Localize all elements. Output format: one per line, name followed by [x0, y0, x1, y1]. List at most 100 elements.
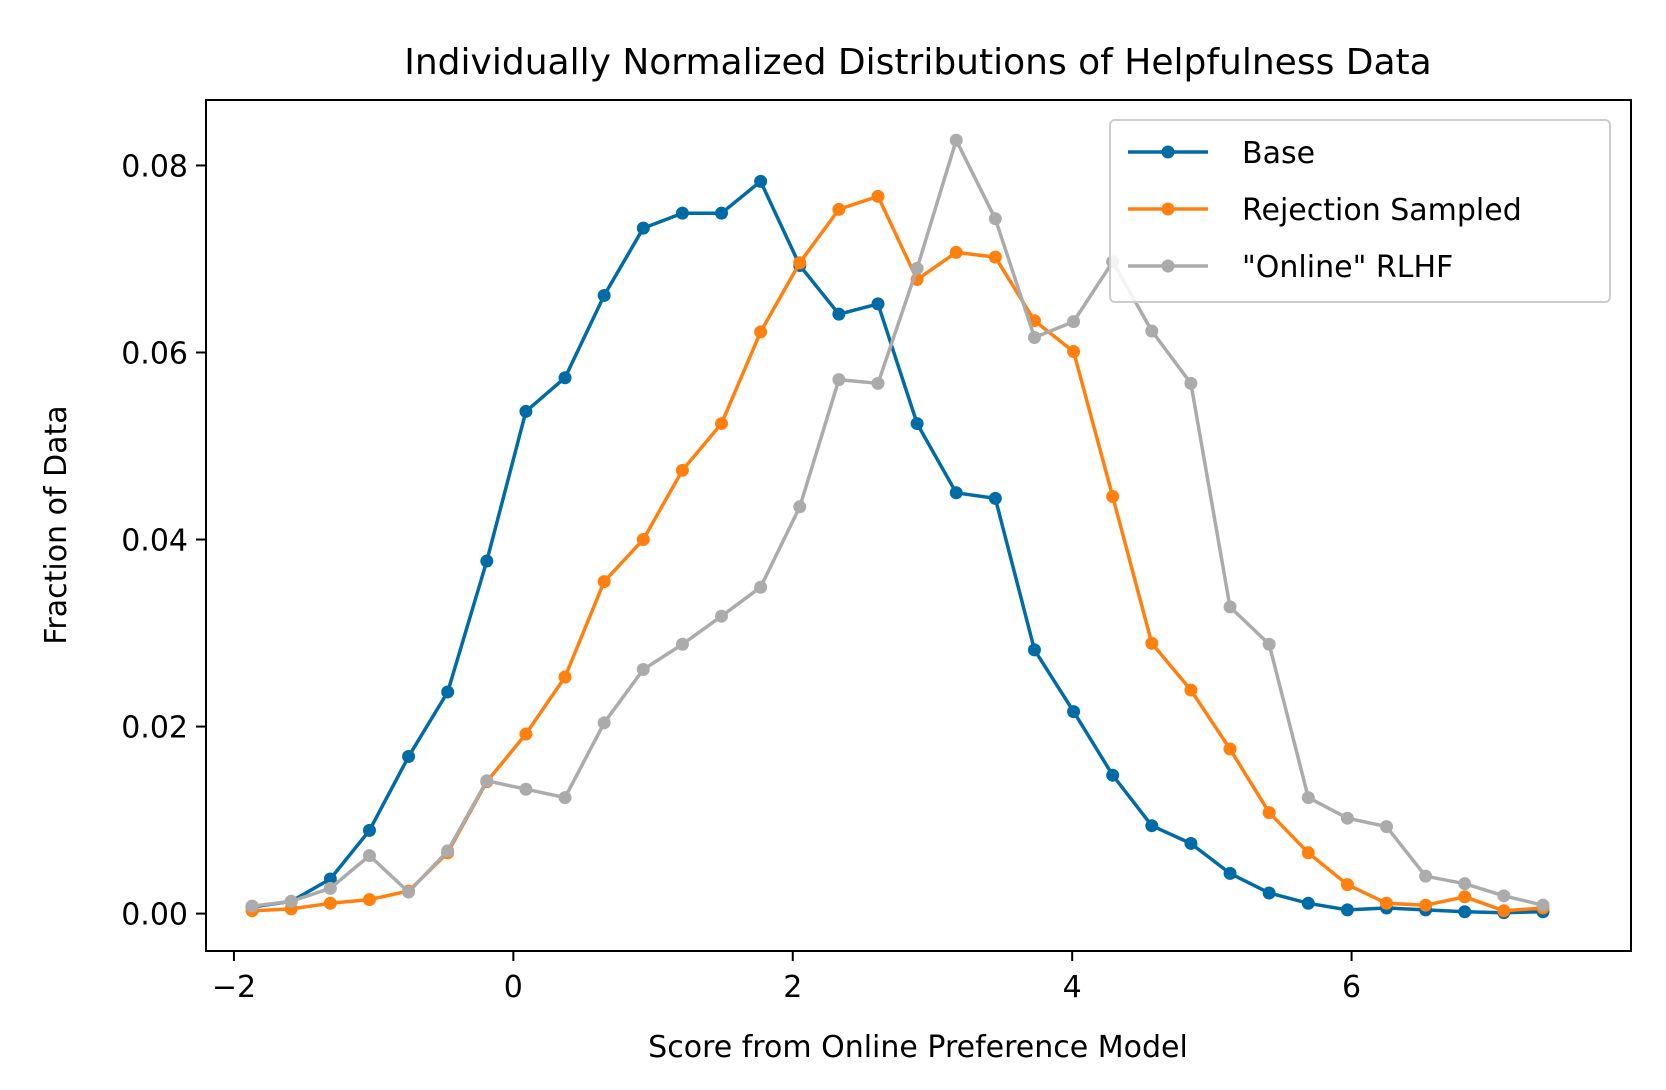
data-point [558, 371, 572, 385]
data-point [597, 575, 611, 589]
legend-items: Base Rejection Sampled "Online" RLHF [1128, 136, 1522, 285]
data-point [636, 663, 650, 677]
data-point [949, 245, 963, 259]
data-point [1106, 768, 1120, 782]
data-point [675, 463, 689, 477]
data-point [1458, 877, 1472, 891]
data-point [793, 500, 807, 514]
data-point [441, 685, 455, 699]
data-point [519, 404, 533, 418]
data-point [871, 297, 885, 311]
data-point [910, 417, 924, 431]
y-tick-label: 0.08 [121, 149, 188, 184]
data-point [675, 637, 689, 651]
data-point [1223, 600, 1237, 614]
data-point [1536, 898, 1550, 912]
data-point [558, 791, 572, 805]
data-point [480, 774, 494, 788]
data-point [832, 307, 846, 321]
y-axis-label: Fraction of Data [39, 405, 74, 644]
data-point [832, 373, 846, 387]
data-point [715, 417, 729, 431]
data-point [949, 133, 963, 147]
legend-label: Rejection Sampled [1242, 193, 1522, 228]
data-point [362, 893, 376, 907]
series-line [251, 179, 1544, 915]
y-tick-label: 0.04 [121, 524, 188, 559]
y-tick-label: 0.06 [121, 336, 188, 371]
legend-swatch-marker [1161, 202, 1175, 216]
legend: Base Rejection Sampled "Online" RLHF [1109, 119, 1611, 303]
legend-swatch-marker [1161, 259, 1175, 273]
data-point [558, 670, 572, 684]
data-point [402, 885, 416, 899]
legend-label: Base [1242, 136, 1315, 171]
data-point [754, 174, 768, 188]
data-point [1419, 898, 1433, 912]
data-point [636, 533, 650, 547]
data-point [323, 872, 337, 886]
data-point [1419, 869, 1433, 883]
data-point [1067, 345, 1081, 359]
x-tick-label: 2 [783, 970, 802, 1005]
data-point [675, 206, 689, 220]
series-layer [245, 133, 1550, 920]
data-point [1340, 811, 1354, 825]
data-point [1223, 742, 1237, 756]
data-point [323, 881, 337, 895]
data-point [245, 899, 259, 913]
data-point [1262, 637, 1276, 651]
data-point [1340, 878, 1354, 892]
x-axis: −2 0 2 4 6 [212, 951, 1361, 1005]
data-point [1301, 846, 1315, 860]
data-point [715, 206, 729, 220]
data-point [1380, 820, 1394, 834]
data-point [988, 212, 1002, 226]
data-point [871, 376, 885, 390]
data-point [1262, 886, 1276, 900]
data-point [1184, 836, 1198, 850]
data-point [441, 844, 455, 858]
y-tick-label: 0.00 [121, 898, 188, 933]
series-2 [245, 133, 1550, 913]
plot-area-frame [205, 99, 1632, 952]
series-line [252, 194, 1544, 913]
data-point [949, 486, 963, 500]
series-0 [245, 174, 1550, 920]
data-point [1458, 890, 1472, 904]
data-point [1223, 866, 1237, 880]
legend-frame [1109, 119, 1611, 303]
data-point [1184, 376, 1198, 390]
data-point [754, 580, 768, 594]
data-point [1145, 819, 1159, 833]
x-axis-label: Score from Online Preference Model [648, 1030, 1188, 1065]
data-point [1301, 896, 1315, 910]
data-point [1497, 904, 1511, 918]
data-point [323, 896, 337, 910]
legend-swatch-marker [1161, 145, 1175, 159]
series-line [251, 138, 1544, 908]
data-point [480, 554, 494, 568]
data-point [597, 716, 611, 730]
data-point [362, 849, 376, 863]
data-point [793, 256, 807, 270]
data-point [1067, 315, 1081, 329]
x-tick-label: 4 [1063, 970, 1082, 1005]
y-axis: 0.00 0.02 0.04 0.06 0.08 [121, 149, 206, 933]
legend-label: "Online" RLHF [1242, 250, 1453, 285]
data-point [988, 250, 1002, 264]
data-point [519, 727, 533, 741]
data-point [715, 609, 729, 623]
x-tick-label: −2 [212, 970, 256, 1005]
data-point [1027, 331, 1041, 345]
data-point [636, 221, 650, 235]
data-point [597, 288, 611, 302]
data-point [284, 894, 298, 908]
data-point [1067, 705, 1081, 719]
x-tick-label: 0 [504, 970, 523, 1005]
y-tick-label: 0.02 [121, 711, 188, 746]
data-point [832, 202, 846, 216]
data-point [1380, 896, 1394, 910]
data-point [871, 189, 885, 203]
